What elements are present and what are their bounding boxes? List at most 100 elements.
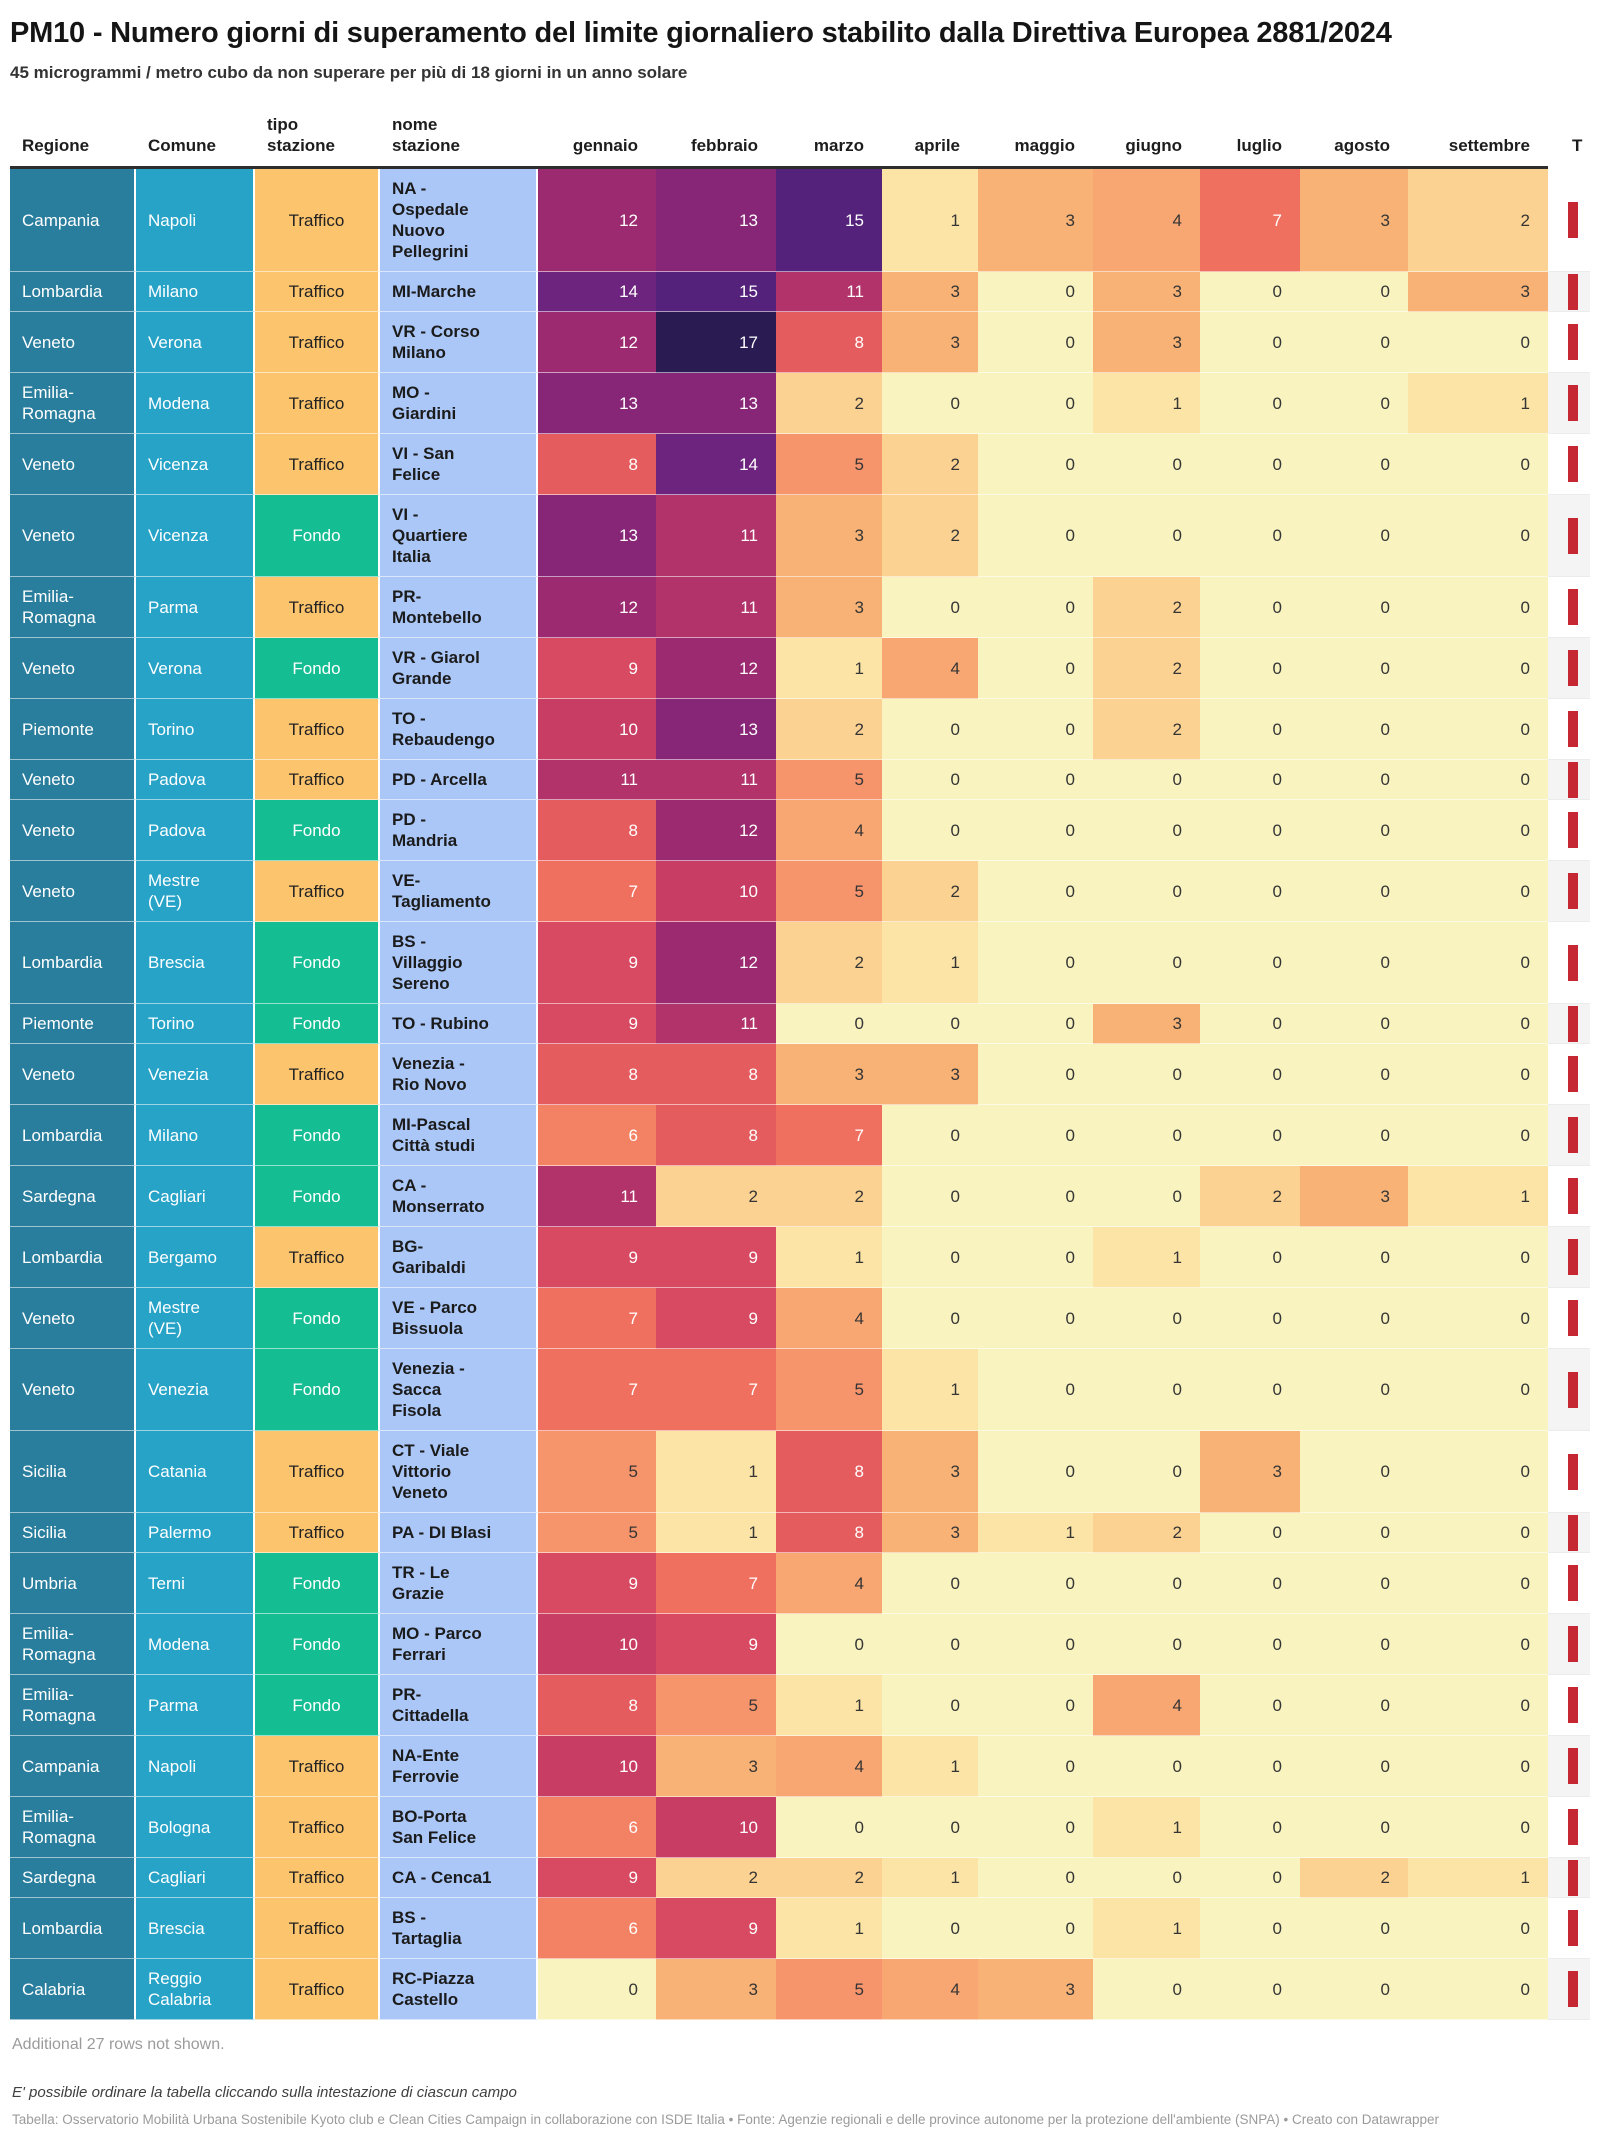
table-row: Campania Napoli Traffico NA-Ente Ferrovie 10… (10, 1736, 1590, 1797)
value-cell-luglio: 0 (1200, 312, 1300, 373)
value-cell-luglio: 0 (1200, 760, 1300, 800)
value-cell-agosto: 0 (1300, 699, 1408, 760)
value-cell-luglio: 0 (1200, 638, 1300, 699)
value-cell-marzo: 2 (776, 1858, 882, 1898)
value-cell-marzo: 8 (776, 1513, 882, 1553)
cell-comune: Milano (136, 272, 255, 312)
column-header-giugno[interactable]: giugno (1093, 110, 1200, 169)
cell-regione: Veneto (10, 434, 136, 495)
table-row: Calabria Reggio Calabria Traffico RC-Piazza… (10, 1959, 1590, 2020)
value-cell-giugno: 3 (1093, 272, 1200, 312)
cell-tipo-stazione: Fondo (255, 1675, 380, 1736)
cell-comune: Venezia (136, 1349, 255, 1431)
cell-comune: Terni (136, 1553, 255, 1614)
cell-comune: Parma (136, 1675, 255, 1736)
column-header-totale-clipped[interactable]: T (1548, 110, 1590, 169)
value-cell-giugno: 0 (1093, 1858, 1200, 1898)
cell-regione: Emilia-Romagna (10, 1614, 136, 1675)
cell-nome-stazione: VI - San Felice (380, 434, 538, 495)
value-cell-giugno: 0 (1093, 1431, 1200, 1513)
value-cell-marzo: 3 (776, 1044, 882, 1105)
value-cell-giugno: 2 (1093, 699, 1200, 760)
value-cell-aprile: 3 (882, 1044, 978, 1105)
column-header-agosto[interactable]: agosto (1300, 110, 1408, 169)
table-row: Veneto Verona Traffico VR - Corso Milano 12 1… (10, 312, 1590, 373)
value-cell-giugno: 3 (1093, 312, 1200, 373)
column-header-febbraio[interactable]: febbraio (656, 110, 776, 169)
cell-comune: Mestre (VE) (136, 861, 255, 922)
value-cell-settembre: 0 (1408, 1614, 1548, 1675)
column-header-marzo[interactable]: marzo (776, 110, 882, 169)
value-cell-maggio: 0 (978, 434, 1093, 495)
page-title: PM10 - Numero giorni di superamento del … (10, 17, 1392, 49)
value-cell-aprile: 0 (882, 1614, 978, 1675)
cell-nome-stazione: PA - DI Blasi (380, 1513, 538, 1553)
cell-totale-bar (1548, 1736, 1590, 1797)
totale-bar (1568, 1514, 1578, 1551)
cell-nome-stazione: Venezia - Rio Novo (380, 1044, 538, 1105)
totale-bar (1568, 1056, 1578, 1092)
value-cell-settembre: 0 (1408, 1044, 1548, 1105)
cell-nome-stazione: VE-Tagliamento (380, 861, 538, 922)
cell-tipo-stazione: Traffico (255, 1431, 380, 1513)
value-cell-gennaio: 11 (538, 760, 656, 800)
value-cell-settembre: 0 (1408, 1288, 1548, 1349)
value-cell-maggio: 0 (978, 638, 1093, 699)
value-cell-settembre: 0 (1408, 1105, 1548, 1166)
value-cell-settembre: 0 (1408, 800, 1548, 861)
column-header-comune[interactable]: Comune (136, 110, 255, 169)
table-row: Veneto Padova Fondo PD - Mandria 8 12 4 0 0 0 0 0 0 (10, 800, 1590, 861)
source-credit: Tabella: Osservatorio Mobilità Urbana So… (12, 2112, 1440, 2127)
cell-tipo-stazione: Traffico (255, 312, 380, 373)
value-cell-aprile: 1 (882, 1858, 978, 1898)
value-cell-aprile: 0 (882, 760, 978, 800)
value-cell-luglio: 0 (1200, 1675, 1300, 1736)
cell-regione: Veneto (10, 800, 136, 861)
cell-nome-stazione: BS - Villaggio Sereno (380, 922, 538, 1004)
column-header-regione[interactable]: Regione (10, 110, 136, 169)
value-cell-agosto: 0 (1300, 800, 1408, 861)
column-header-luglio[interactable]: luglio (1200, 110, 1300, 169)
value-cell-luglio: 0 (1200, 800, 1300, 861)
value-cell-marzo: 5 (776, 1349, 882, 1431)
page-subtitle: 45 microgrammi / metro cubo da non super… (10, 63, 688, 82)
value-cell-gennaio: 8 (538, 800, 656, 861)
value-cell-gennaio: 5 (538, 1513, 656, 1553)
cell-comune: Mestre (VE) (136, 1288, 255, 1349)
table-row: Piemonte Torino Traffico TO - Rebaudengo 10 1… (10, 699, 1590, 760)
cell-regione: Lombardia (10, 272, 136, 312)
cell-tipo-stazione: Traffico (255, 760, 380, 800)
cell-regione: Campania (10, 1736, 136, 1797)
value-cell-febbraio: 13 (656, 169, 776, 272)
cell-comune: Cagliari (136, 1858, 255, 1898)
value-cell-febbraio: 10 (656, 861, 776, 922)
value-cell-luglio: 0 (1200, 1614, 1300, 1675)
column-header-maggio[interactable]: maggio (978, 110, 1093, 169)
column-header-gennaio[interactable]: gennaio (538, 110, 656, 169)
value-cell-agosto: 0 (1300, 1044, 1408, 1105)
value-cell-marzo: 5 (776, 861, 882, 922)
cell-regione: Calabria (10, 1959, 136, 2020)
cell-tipo-stazione: Fondo (255, 638, 380, 699)
value-cell-febbraio: 7 (656, 1553, 776, 1614)
value-cell-giugno: 0 (1093, 1044, 1200, 1105)
value-cell-settembre: 0 (1408, 1431, 1548, 1513)
value-cell-giugno: 0 (1093, 1166, 1200, 1227)
cell-totale-bar (1548, 1797, 1590, 1858)
column-header-aprile[interactable]: aprile (882, 110, 978, 169)
value-cell-aprile: 4 (882, 638, 978, 699)
value-cell-luglio: 0 (1200, 1349, 1300, 1431)
value-cell-luglio: 0 (1200, 922, 1300, 1004)
cell-regione: Piemonte (10, 699, 136, 760)
column-header-stazione[interactable]: nome stazione (380, 110, 538, 169)
value-cell-settembre: 2 (1408, 169, 1548, 272)
cell-regione: Veneto (10, 760, 136, 800)
value-cell-febbraio: 12 (656, 638, 776, 699)
totale-bar (1568, 711, 1578, 747)
value-cell-settembre: 0 (1408, 922, 1548, 1004)
value-cell-gennaio: 13 (538, 373, 656, 434)
cell-tipo-stazione: Fondo (255, 800, 380, 861)
column-header-settembre[interactable]: settembre (1408, 110, 1548, 169)
column-header-tipo[interactable]: tipo stazione (255, 110, 380, 169)
value-cell-gennaio: 7 (538, 1288, 656, 1349)
